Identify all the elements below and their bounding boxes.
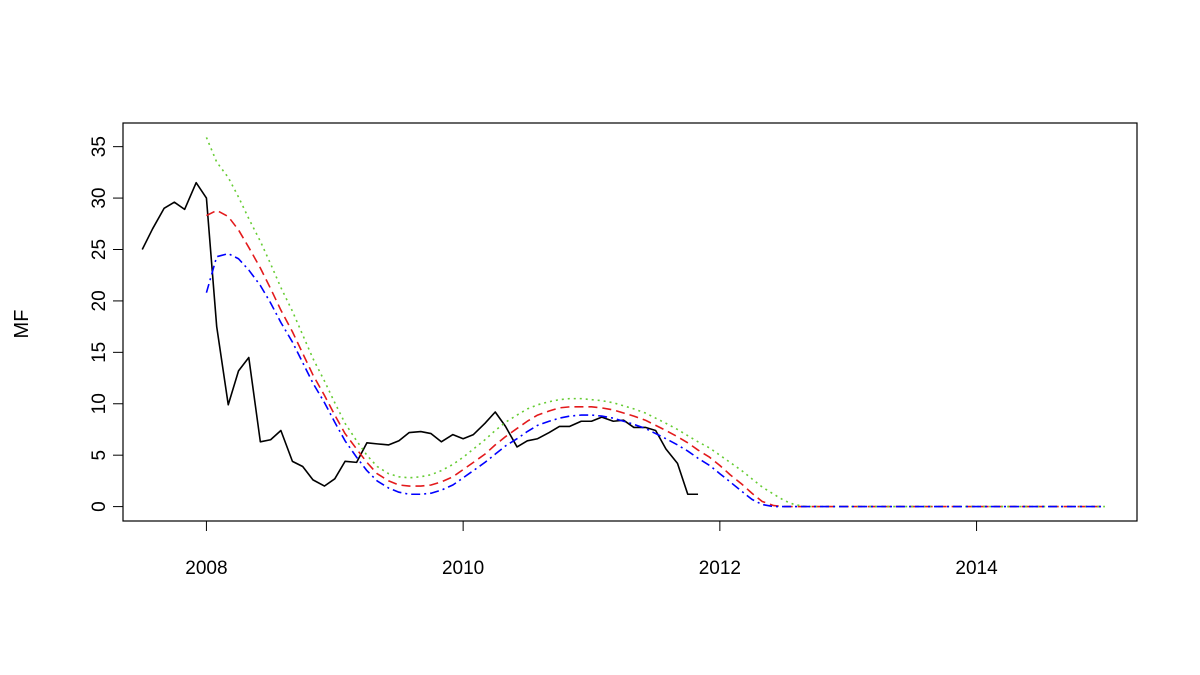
series-line-1-solid bbox=[141, 181, 699, 496]
x-tick-label: 2012 bbox=[699, 558, 741, 579]
y-tick-label: 30 bbox=[89, 188, 110, 209]
y-axis: 0 5 10 15 20 25 30 35 bbox=[89, 136, 124, 512]
x-axis: 2008 2010 2012 2014 bbox=[185, 520, 998, 579]
x-tick-label: 2010 bbox=[442, 558, 484, 579]
y-tick-label: 5 bbox=[89, 450, 110, 461]
series-line-4-dashdot bbox=[205, 252, 1105, 508]
y-tick-label: 25 bbox=[89, 239, 110, 260]
series-layer bbox=[141, 137, 1105, 508]
y-tick-label: 35 bbox=[89, 136, 110, 157]
y-axis-title: MF bbox=[11, 310, 33, 339]
y-tick-label: 20 bbox=[89, 290, 110, 311]
x-tick-label: 2008 bbox=[185, 558, 227, 579]
y-tick-label: 10 bbox=[89, 393, 110, 414]
series-line-3-dotted bbox=[205, 137, 1105, 508]
y-tick-label: 15 bbox=[89, 342, 110, 363]
y-tick-label: 0 bbox=[89, 501, 110, 512]
x-tick-label: 2014 bbox=[955, 558, 998, 579]
series-line-2-dashed bbox=[206, 209, 1105, 508]
